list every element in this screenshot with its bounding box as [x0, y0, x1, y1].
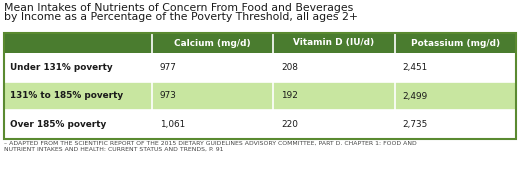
Bar [4, 53, 516, 82]
Text: 2,499: 2,499 [402, 91, 428, 101]
Text: 973: 973 [160, 91, 177, 101]
Text: 977: 977 [160, 63, 177, 72]
Bar [4, 82, 516, 110]
Text: NUTRIENT INTAKES AND HEALTH: CURRENT STATUS AND TRENDS, P. 91: NUTRIENT INTAKES AND HEALTH: CURRENT STA… [4, 147, 224, 152]
Text: 220: 220 [281, 120, 298, 129]
Bar [4, 110, 516, 139]
Text: Calcium (mg/d): Calcium (mg/d) [174, 39, 251, 47]
Text: 208: 208 [281, 63, 298, 72]
Text: – ADAPTED FROM THE SCIENTIFIC REPORT OF THE 2015 DIETARY GUIDELINES ADVISORY COM: – ADAPTED FROM THE SCIENTIFIC REPORT OF … [4, 141, 417, 146]
Text: Over 185% poverty: Over 185% poverty [10, 120, 106, 129]
Text: 2,451: 2,451 [402, 63, 428, 72]
Text: Potassium (mg/d): Potassium (mg/d) [411, 39, 500, 47]
Bar [4, 33, 516, 53]
Text: Mean Intakes of Nutrients of Concern From Food and Beverages: Mean Intakes of Nutrients of Concern Fro… [4, 3, 353, 13]
Text: Vitamin D (IU/d): Vitamin D (IU/d) [293, 39, 374, 47]
Text: 192: 192 [281, 91, 298, 101]
Bar [4, 33, 516, 139]
Text: Under 131% poverty: Under 131% poverty [10, 63, 113, 72]
Text: by Income as a Percentage of the Poverty Threshold, all ages 2+: by Income as a Percentage of the Poverty… [4, 12, 358, 22]
Text: 131% to 185% poverty: 131% to 185% poverty [10, 91, 123, 101]
Text: 1,061: 1,061 [160, 120, 185, 129]
Text: 2,735: 2,735 [402, 120, 428, 129]
